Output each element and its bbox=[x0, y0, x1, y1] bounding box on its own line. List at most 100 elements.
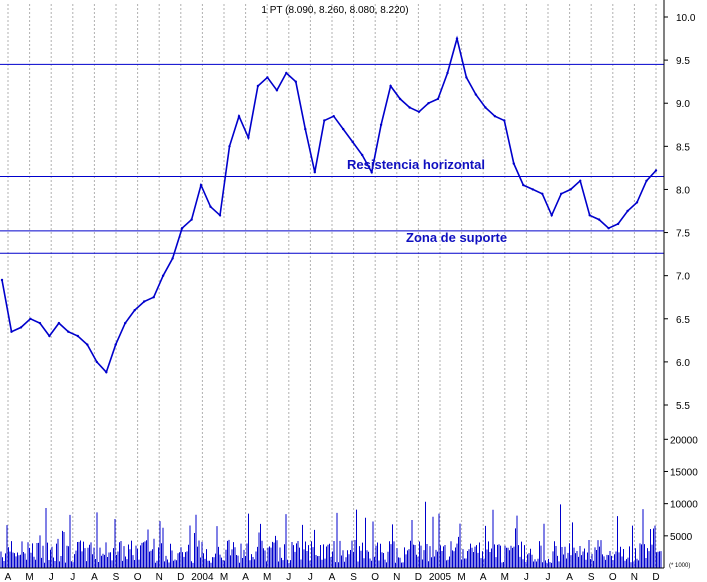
price-point bbox=[294, 80, 297, 83]
volume-tick-label: 20000 bbox=[670, 435, 698, 446]
y-tick-label: 7.5 bbox=[676, 229, 690, 240]
y-tick-label: 6.0 bbox=[676, 358, 690, 369]
price-point bbox=[398, 97, 402, 101]
x-tick-label: A bbox=[242, 572, 249, 582]
price-point bbox=[503, 119, 506, 122]
x-tick-label: N bbox=[156, 572, 163, 582]
price-point bbox=[285, 71, 288, 75]
x-tick-label: J bbox=[70, 572, 75, 582]
price-point bbox=[541, 192, 544, 195]
volume-tick-label: 15000 bbox=[670, 467, 698, 478]
price-point bbox=[29, 317, 32, 320]
price-point bbox=[493, 115, 497, 118]
price-y-axis: 5.5 6.0 6.5 7.0 7.5 8.0 8.5 9.0 9.5 10.0 bbox=[664, 13, 696, 412]
x-tick-label: M bbox=[501, 572, 509, 582]
price-point bbox=[304, 127, 307, 131]
price-point bbox=[408, 106, 411, 109]
price-point bbox=[560, 192, 563, 195]
y-tick-label: 8.0 bbox=[676, 185, 690, 196]
price-point bbox=[569, 188, 572, 191]
price-point bbox=[218, 214, 222, 217]
y-tick-label: 9.0 bbox=[676, 99, 690, 110]
x-tick-label: M bbox=[457, 572, 465, 582]
x-tick-label: J bbox=[546, 572, 551, 582]
price-point bbox=[133, 309, 136, 312]
price-point bbox=[626, 209, 629, 213]
price-point bbox=[379, 123, 383, 127]
price-series bbox=[0, 35, 658, 374]
price-point bbox=[597, 218, 601, 221]
price-point bbox=[95, 360, 99, 364]
x-tick-label: S bbox=[350, 572, 357, 582]
x-tick-label: D bbox=[415, 572, 422, 582]
y-tick-label: 10.0 bbox=[676, 13, 696, 24]
price-point bbox=[256, 84, 260, 88]
price-point bbox=[105, 371, 108, 374]
horizontal-lines bbox=[0, 63, 664, 254]
volume-y-axis: 5000 10000 15000 20000 bbox=[664, 435, 698, 543]
x-tick-label: 2005 bbox=[429, 572, 452, 582]
price-point bbox=[579, 179, 582, 182]
price-point bbox=[76, 334, 80, 338]
x-tick-label: J bbox=[308, 572, 313, 582]
price-point bbox=[332, 115, 335, 118]
price-point bbox=[455, 37, 459, 40]
x-tick-label: A bbox=[5, 572, 12, 582]
y-tick-label: 8.5 bbox=[676, 142, 690, 153]
price-point bbox=[351, 140, 354, 144]
price-point bbox=[323, 119, 326, 122]
price-point bbox=[531, 188, 534, 191]
price-point bbox=[474, 93, 478, 96]
x-tick-label: N bbox=[393, 572, 400, 582]
price-point bbox=[389, 84, 392, 88]
price-point bbox=[180, 227, 184, 230]
price-point bbox=[0, 278, 4, 282]
price-point bbox=[199, 183, 203, 187]
price-point bbox=[588, 214, 591, 217]
price-point bbox=[124, 321, 127, 325]
x-tick-label: M bbox=[263, 572, 271, 582]
price-point bbox=[417, 110, 421, 114]
y-tick-label: 6.5 bbox=[676, 315, 690, 326]
x-tick-label: D bbox=[177, 572, 184, 582]
price-point bbox=[512, 162, 515, 165]
price-point bbox=[275, 89, 279, 92]
x-tick-label: M bbox=[220, 572, 228, 582]
x-tick-label: S bbox=[588, 572, 595, 582]
price-point bbox=[237, 115, 241, 118]
price-point bbox=[114, 343, 117, 346]
price-point bbox=[635, 201, 639, 204]
volume-tick-label: 10000 bbox=[670, 500, 698, 511]
price-point bbox=[550, 214, 553, 217]
price-point bbox=[228, 145, 231, 148]
price-point bbox=[152, 296, 155, 299]
x-tick-label: N bbox=[631, 572, 638, 582]
price-point bbox=[446, 71, 449, 75]
x-tick-label: A bbox=[329, 572, 336, 582]
price-point bbox=[313, 171, 316, 174]
price-point bbox=[607, 227, 610, 230]
volume-bars bbox=[0, 501, 662, 568]
price-point bbox=[86, 343, 89, 346]
x-tick-label: J bbox=[286, 572, 291, 582]
price-point bbox=[361, 153, 364, 157]
price-point bbox=[465, 76, 468, 79]
x-tick-label: M bbox=[25, 572, 33, 582]
x-tick-label: D bbox=[652, 572, 659, 582]
price-point bbox=[654, 169, 658, 172]
price-point bbox=[209, 205, 212, 208]
x-tick-label: J bbox=[49, 572, 54, 582]
price-point bbox=[10, 330, 13, 333]
chart-title: 1 PT (8.090, 8.260, 8.080, 8.220) bbox=[261, 5, 408, 16]
price-point bbox=[247, 136, 250, 139]
x-tick-label: O bbox=[371, 572, 379, 582]
price-point bbox=[67, 330, 70, 333]
x-tick-label: 2004 bbox=[191, 572, 214, 582]
price-point bbox=[427, 102, 430, 105]
price-line bbox=[1, 35, 657, 374]
price-point bbox=[522, 183, 525, 187]
y-tick-label: 9.5 bbox=[676, 56, 690, 67]
annotation-support: Zona de suporte bbox=[406, 230, 507, 245]
x-tick-label: S bbox=[113, 572, 120, 582]
